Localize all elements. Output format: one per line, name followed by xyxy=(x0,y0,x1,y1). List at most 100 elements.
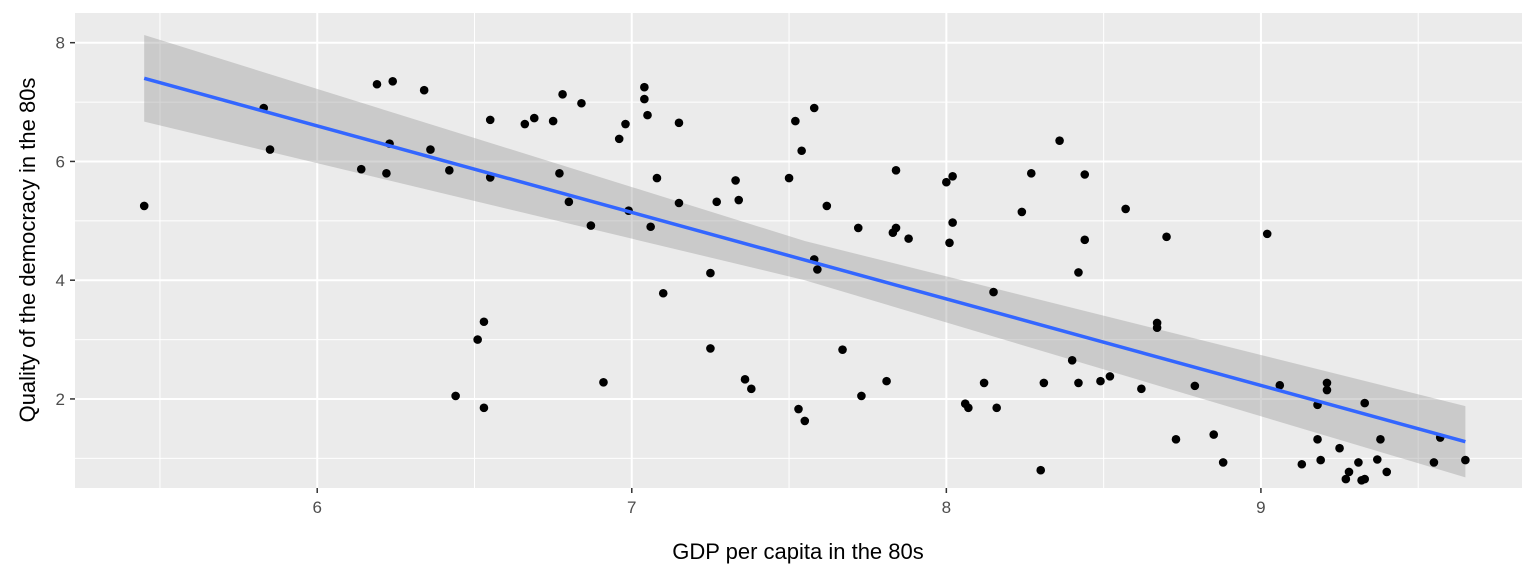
y-axis-title: Quality of the democracy in the 80s xyxy=(15,78,40,423)
data-point xyxy=(356,164,366,174)
data-point xyxy=(882,376,891,386)
data-point xyxy=(599,378,608,387)
data-point xyxy=(1297,459,1307,469)
data-point xyxy=(640,82,649,92)
data-point xyxy=(558,90,567,99)
data-point xyxy=(586,221,596,230)
data-point xyxy=(529,113,539,123)
data-point xyxy=(479,317,489,327)
data-point xyxy=(740,375,750,384)
x-tick-label: 9 xyxy=(1256,498,1265,517)
data-point xyxy=(1162,232,1171,242)
data-point xyxy=(813,265,822,274)
y-tick-label: 6 xyxy=(56,152,65,171)
data-point xyxy=(1080,235,1090,245)
data-point xyxy=(1313,435,1322,444)
data-point xyxy=(734,195,744,205)
data-point xyxy=(1096,376,1105,386)
data-point xyxy=(520,119,530,129)
data-point xyxy=(1218,458,1228,467)
data-point xyxy=(948,218,957,227)
data-point xyxy=(1344,467,1354,477)
confidence-band xyxy=(144,34,1466,478)
data-point xyxy=(853,223,863,233)
data-point xyxy=(1275,380,1285,390)
data-point xyxy=(1026,169,1036,178)
data-point xyxy=(1429,458,1439,467)
data-point xyxy=(838,345,847,354)
data-point xyxy=(747,384,756,394)
y-tick-label: 4 xyxy=(56,271,65,290)
y-axis-ticks: 2 4 6 8 xyxy=(56,34,75,409)
data-point xyxy=(640,94,649,104)
data-point xyxy=(1152,323,1162,332)
data-point xyxy=(1322,378,1332,388)
data-point xyxy=(712,197,722,207)
data-point xyxy=(1373,455,1382,464)
data-point xyxy=(139,201,149,211)
data-point xyxy=(643,110,652,120)
data-point xyxy=(706,268,715,278)
data-point xyxy=(1055,136,1064,145)
data-point xyxy=(1190,381,1200,391)
data-point xyxy=(548,116,558,126)
data-point xyxy=(706,344,715,353)
data-point xyxy=(857,391,866,401)
data-point xyxy=(1105,372,1115,381)
data-point xyxy=(674,118,684,128)
data-point xyxy=(372,79,382,89)
x-tick-label: 8 xyxy=(942,498,951,517)
data-point xyxy=(674,198,684,208)
data-point xyxy=(1382,467,1392,477)
data-point xyxy=(265,145,275,154)
data-point xyxy=(485,115,495,125)
data-point xyxy=(822,201,832,211)
data-point xyxy=(419,85,429,95)
data-point xyxy=(614,134,624,144)
data-point xyxy=(1036,465,1046,475)
data-point xyxy=(1209,430,1219,439)
data-point xyxy=(621,119,630,129)
x-axis-ticks: 6 7 8 9 xyxy=(312,488,1266,517)
data-point xyxy=(1360,474,1370,484)
data-point xyxy=(388,76,398,86)
data-point xyxy=(564,197,574,207)
trend-line xyxy=(143,76,1466,444)
data-point xyxy=(1121,204,1130,214)
data-point xyxy=(473,335,482,344)
data-point xyxy=(945,238,954,248)
data-point xyxy=(1335,443,1344,453)
data-point xyxy=(658,288,668,298)
data-point xyxy=(1039,378,1049,388)
data-point xyxy=(942,177,951,187)
data-points xyxy=(139,76,1470,485)
data-point xyxy=(891,166,901,175)
data-point xyxy=(794,404,803,414)
y-tick-label: 8 xyxy=(56,34,65,53)
data-point xyxy=(891,223,901,233)
data-point xyxy=(479,403,489,413)
data-point xyxy=(445,166,454,175)
data-point xyxy=(948,171,957,181)
data-point xyxy=(1322,385,1332,395)
data-point xyxy=(646,222,655,232)
data-point xyxy=(1262,229,1272,239)
data-point xyxy=(1316,455,1325,465)
data-point xyxy=(809,103,819,113)
data-point xyxy=(1080,170,1090,179)
data-point xyxy=(382,169,391,178)
data-point xyxy=(1017,207,1027,217)
y-tick-label: 2 xyxy=(56,390,65,409)
data-point xyxy=(555,169,564,178)
data-point xyxy=(426,145,435,154)
data-point xyxy=(791,116,800,126)
data-point xyxy=(989,287,998,297)
data-point xyxy=(1067,356,1077,365)
grid-major xyxy=(75,13,1522,488)
data-point xyxy=(904,234,913,243)
data-point xyxy=(577,98,586,108)
data-point xyxy=(652,173,662,183)
data-point xyxy=(800,416,810,426)
x-axis-title: GDP per capita in the 80s xyxy=(672,539,924,564)
